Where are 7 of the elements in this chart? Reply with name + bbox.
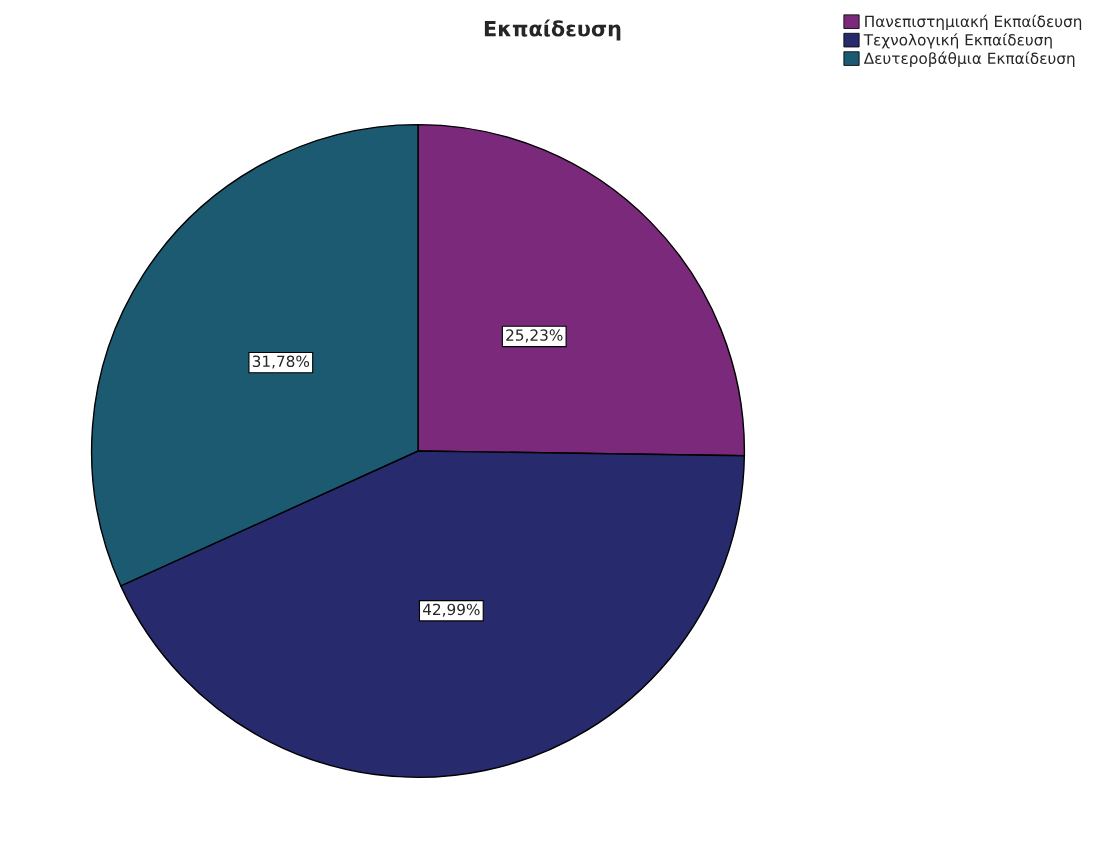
data-label: 42,99% <box>422 603 480 617</box>
legend-label: Τεχνολογική Εκπαίδευση <box>863 33 1052 49</box>
data-label: 31,78% <box>252 355 310 369</box>
legend-label: Πανεπιστημιακή Εκπαίδευση <box>865 14 1082 31</box>
legend-label: Δευτεροβάθμια Εκπαίδευση <box>863 51 1075 68</box>
data-label: 25,23% <box>506 329 563 343</box>
chart-title: Εκπαίδευση <box>484 19 621 41</box>
